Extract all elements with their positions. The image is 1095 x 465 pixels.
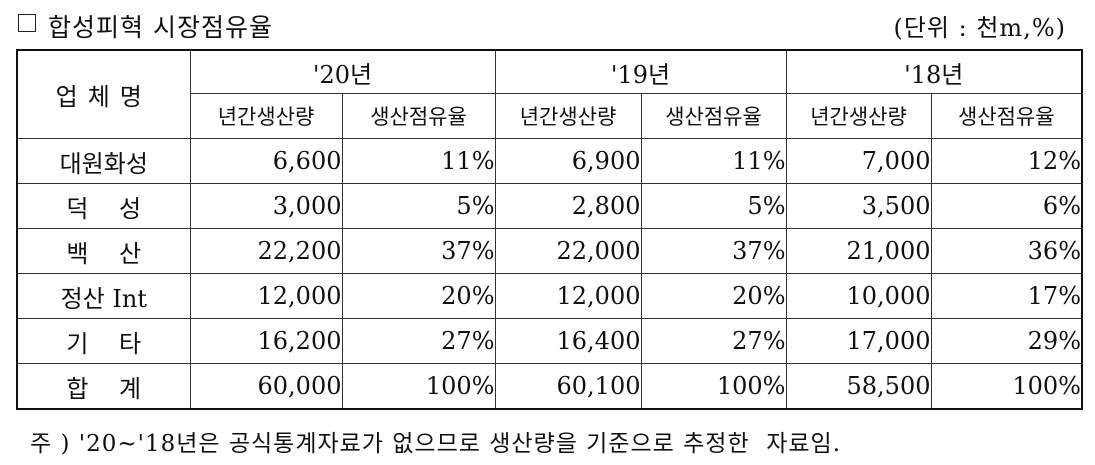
table-cell: 20% bbox=[341, 273, 496, 319]
table-cell: 6,600 bbox=[189, 138, 343, 184]
table-cell: 10,000 bbox=[785, 273, 932, 319]
page-title: 합성피혁 시장점유율 bbox=[48, 13, 273, 42]
table-cell: 7,000 bbox=[785, 138, 932, 184]
total-row: 합 계 60,000 100% 60,100 100% 58,500 100% bbox=[16, 363, 1083, 410]
table-cell: 37% bbox=[640, 228, 787, 274]
table-cell: 6,900 bbox=[494, 138, 642, 184]
sub-header-share: 생산점유율 bbox=[341, 93, 496, 139]
table-cell: 20% bbox=[640, 273, 787, 319]
table-cell: 11% bbox=[640, 138, 787, 184]
year-header-2019: '19년 bbox=[494, 49, 787, 94]
unit-label: (단위 : 천m,%) bbox=[893, 14, 1066, 42]
year-header-2020: '20년 bbox=[189, 49, 496, 94]
sub-header-production: 년간생산량 bbox=[785, 93, 932, 139]
sub-header-production: 년간생산량 bbox=[189, 93, 343, 139]
table-cell: 37% bbox=[341, 228, 496, 274]
table-row: 정산 Int 12,000 20% 12,000 20% 10,000 17% bbox=[16, 273, 1083, 319]
sub-header-share: 생산점유율 bbox=[640, 93, 787, 139]
table-cell: 17,000 bbox=[785, 318, 932, 364]
table-cell: 11% bbox=[341, 138, 496, 184]
table-cell: 58,500 bbox=[785, 363, 932, 410]
table-row: 대원화성 6,600 11% 6,900 11% 7,000 12% bbox=[16, 138, 1083, 184]
table-cell: 22,000 bbox=[494, 228, 642, 274]
sub-header-share: 생산점유율 bbox=[930, 93, 1083, 139]
table-cell: 60,000 bbox=[189, 363, 343, 410]
table-cell: 6% bbox=[930, 183, 1083, 229]
company-name: 정산 Int bbox=[16, 273, 191, 319]
table-row: 덕 성 3,000 5% 2,800 5% 3,500 6% bbox=[16, 183, 1083, 229]
table-cell: 100% bbox=[640, 363, 787, 410]
company-column-header: 업체명 bbox=[16, 49, 191, 139]
table-row: 기 타 16,200 27% 16,400 27% 17,000 29% bbox=[16, 318, 1083, 364]
table-cell: 36% bbox=[930, 228, 1083, 274]
table-cell: 16,400 bbox=[494, 318, 642, 364]
table-cell: 22,200 bbox=[189, 228, 343, 274]
year-header-row: 업체명 '20년 '19년 '18년 bbox=[16, 49, 1083, 139]
table-cell: 60,100 bbox=[494, 363, 642, 410]
table-cell: 12% bbox=[930, 138, 1083, 184]
title-row: 합성피혁 시장점유율 (단위 : 천m,%) bbox=[14, 6, 1074, 42]
table-cell: 3,000 bbox=[189, 183, 343, 229]
table-cell: 12,000 bbox=[494, 273, 642, 319]
table-row: 백 산 22,200 37% 22,000 37% 21,000 36% bbox=[16, 228, 1083, 274]
table-cell: 100% bbox=[930, 363, 1083, 410]
table-cell: 100% bbox=[341, 363, 496, 410]
checkbox-square-icon bbox=[18, 14, 36, 32]
table-cell: 21,000 bbox=[785, 228, 932, 274]
table-cell: 2,800 bbox=[494, 183, 642, 229]
table-cell: 5% bbox=[640, 183, 787, 229]
table-cell: 3,500 bbox=[785, 183, 932, 229]
footnote: 주 ) '20~'18년은 공식통계자료가 없으므로 생산량을 기준으로 추정한… bbox=[30, 431, 842, 457]
company-name: 백 산 bbox=[16, 228, 191, 274]
table-cell: 5% bbox=[341, 183, 496, 229]
table-cell: 16,200 bbox=[189, 318, 343, 364]
company-name: 덕 성 bbox=[16, 183, 191, 229]
table-cell: 29% bbox=[930, 318, 1083, 364]
company-name: 합 계 bbox=[16, 363, 191, 410]
table-cell: 27% bbox=[341, 318, 496, 364]
table-cell: 17% bbox=[930, 273, 1083, 319]
table-cell: 27% bbox=[640, 318, 787, 364]
company-name: 대원화성 bbox=[16, 138, 191, 184]
table-cell: 12,000 bbox=[189, 273, 343, 319]
year-header-2018: '18년 bbox=[785, 49, 1083, 94]
company-name: 기 타 bbox=[16, 318, 191, 364]
market-share-table: 업체명 '20년 '19년 '18년 년간생산량 생산점유율 년간생산량 생산점… bbox=[16, 49, 1083, 410]
sub-header-production: 년간생산량 bbox=[494, 93, 642, 139]
